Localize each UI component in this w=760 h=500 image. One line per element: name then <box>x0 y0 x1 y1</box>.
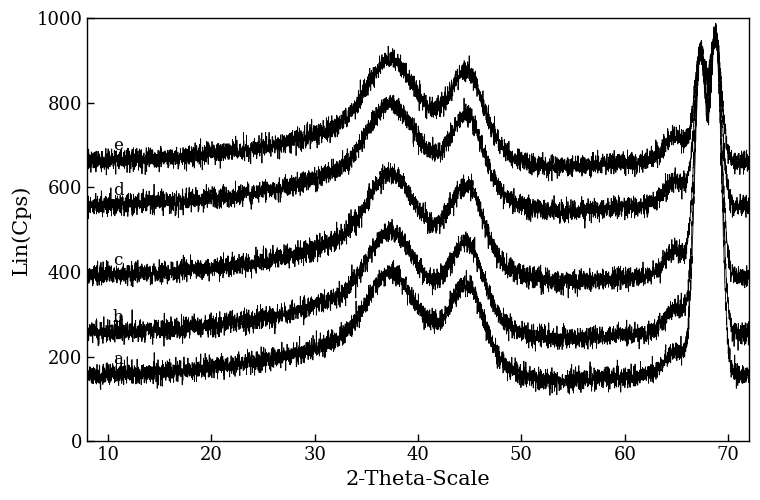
Text: d: d <box>113 182 124 199</box>
Y-axis label: Lin(Cps): Lin(Cps) <box>11 184 31 275</box>
Text: c: c <box>113 252 122 268</box>
Text: b: b <box>113 309 124 326</box>
X-axis label: 2-Theta-Scale: 2-Theta-Scale <box>346 470 490 489</box>
Text: e: e <box>113 138 123 154</box>
Text: a: a <box>113 351 123 368</box>
